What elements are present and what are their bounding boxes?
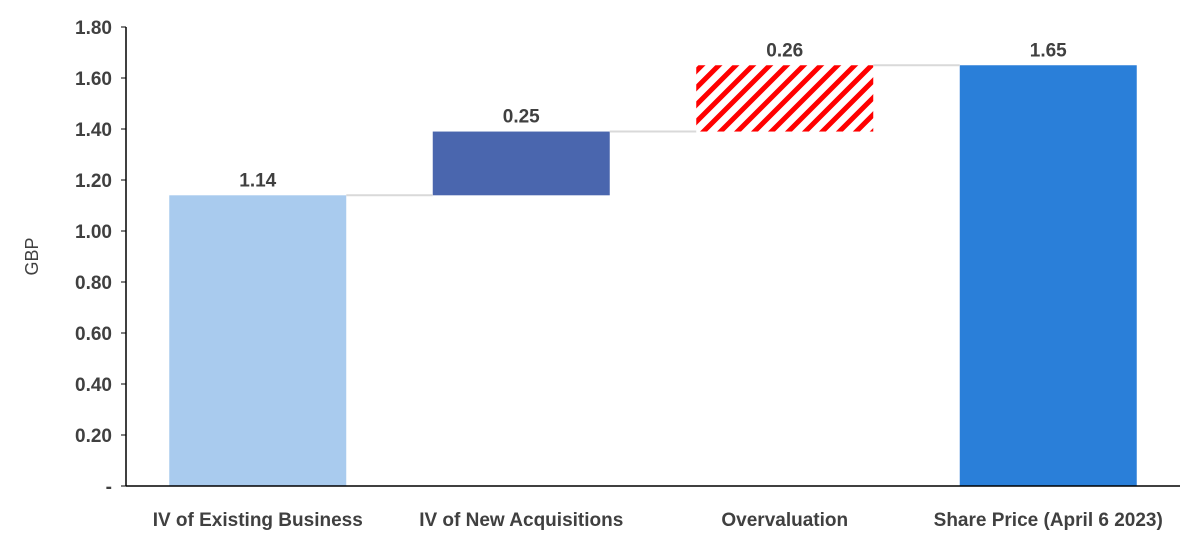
x-category-label: IV of New Acquisitions bbox=[419, 510, 623, 531]
bars-layer bbox=[169, 65, 1137, 487]
y-tick-label: - bbox=[106, 477, 112, 498]
connectors-layer bbox=[346, 64, 960, 197]
data-label: 0.25 bbox=[503, 107, 540, 128]
bar-overvaluation bbox=[696, 65, 874, 132]
x-category-label: Overvaluation bbox=[721, 510, 848, 531]
labels-layer: 1.14 0.25 0.26 1.65 - 0.20 0.40 0.60 0.80 1.00 1.2… bbox=[22, 18, 1163, 531]
y-tick-label: 1.00 bbox=[75, 222, 112, 243]
y-axis-title: GBP bbox=[22, 237, 42, 275]
y-tick-label: 1.80 bbox=[75, 18, 112, 39]
y-tick-label: 0.40 bbox=[75, 375, 112, 396]
bar-iv-of-existing-business bbox=[169, 195, 347, 487]
bar-share-price-april-6-2023 bbox=[959, 65, 1137, 486]
bar-iv-of-new-acquisitions bbox=[432, 131, 610, 196]
y-tick-label: 0.20 bbox=[75, 426, 112, 447]
x-category-label: IV of Existing Business bbox=[153, 510, 363, 531]
axes-layer bbox=[121, 26, 1180, 487]
data-label: 1.14 bbox=[239, 170, 276, 191]
y-tick-label: 1.20 bbox=[75, 171, 112, 192]
y-tick-label: 1.60 bbox=[75, 69, 112, 90]
y-tick-label: 0.80 bbox=[75, 273, 112, 294]
y-tick-label: 1.40 bbox=[75, 120, 112, 141]
data-label: 0.26 bbox=[766, 40, 803, 61]
x-category-label: Share Price (April 6 2023) bbox=[934, 510, 1163, 531]
y-tick-label: 0.60 bbox=[75, 324, 112, 345]
data-label: 1.65 bbox=[1030, 40, 1067, 61]
